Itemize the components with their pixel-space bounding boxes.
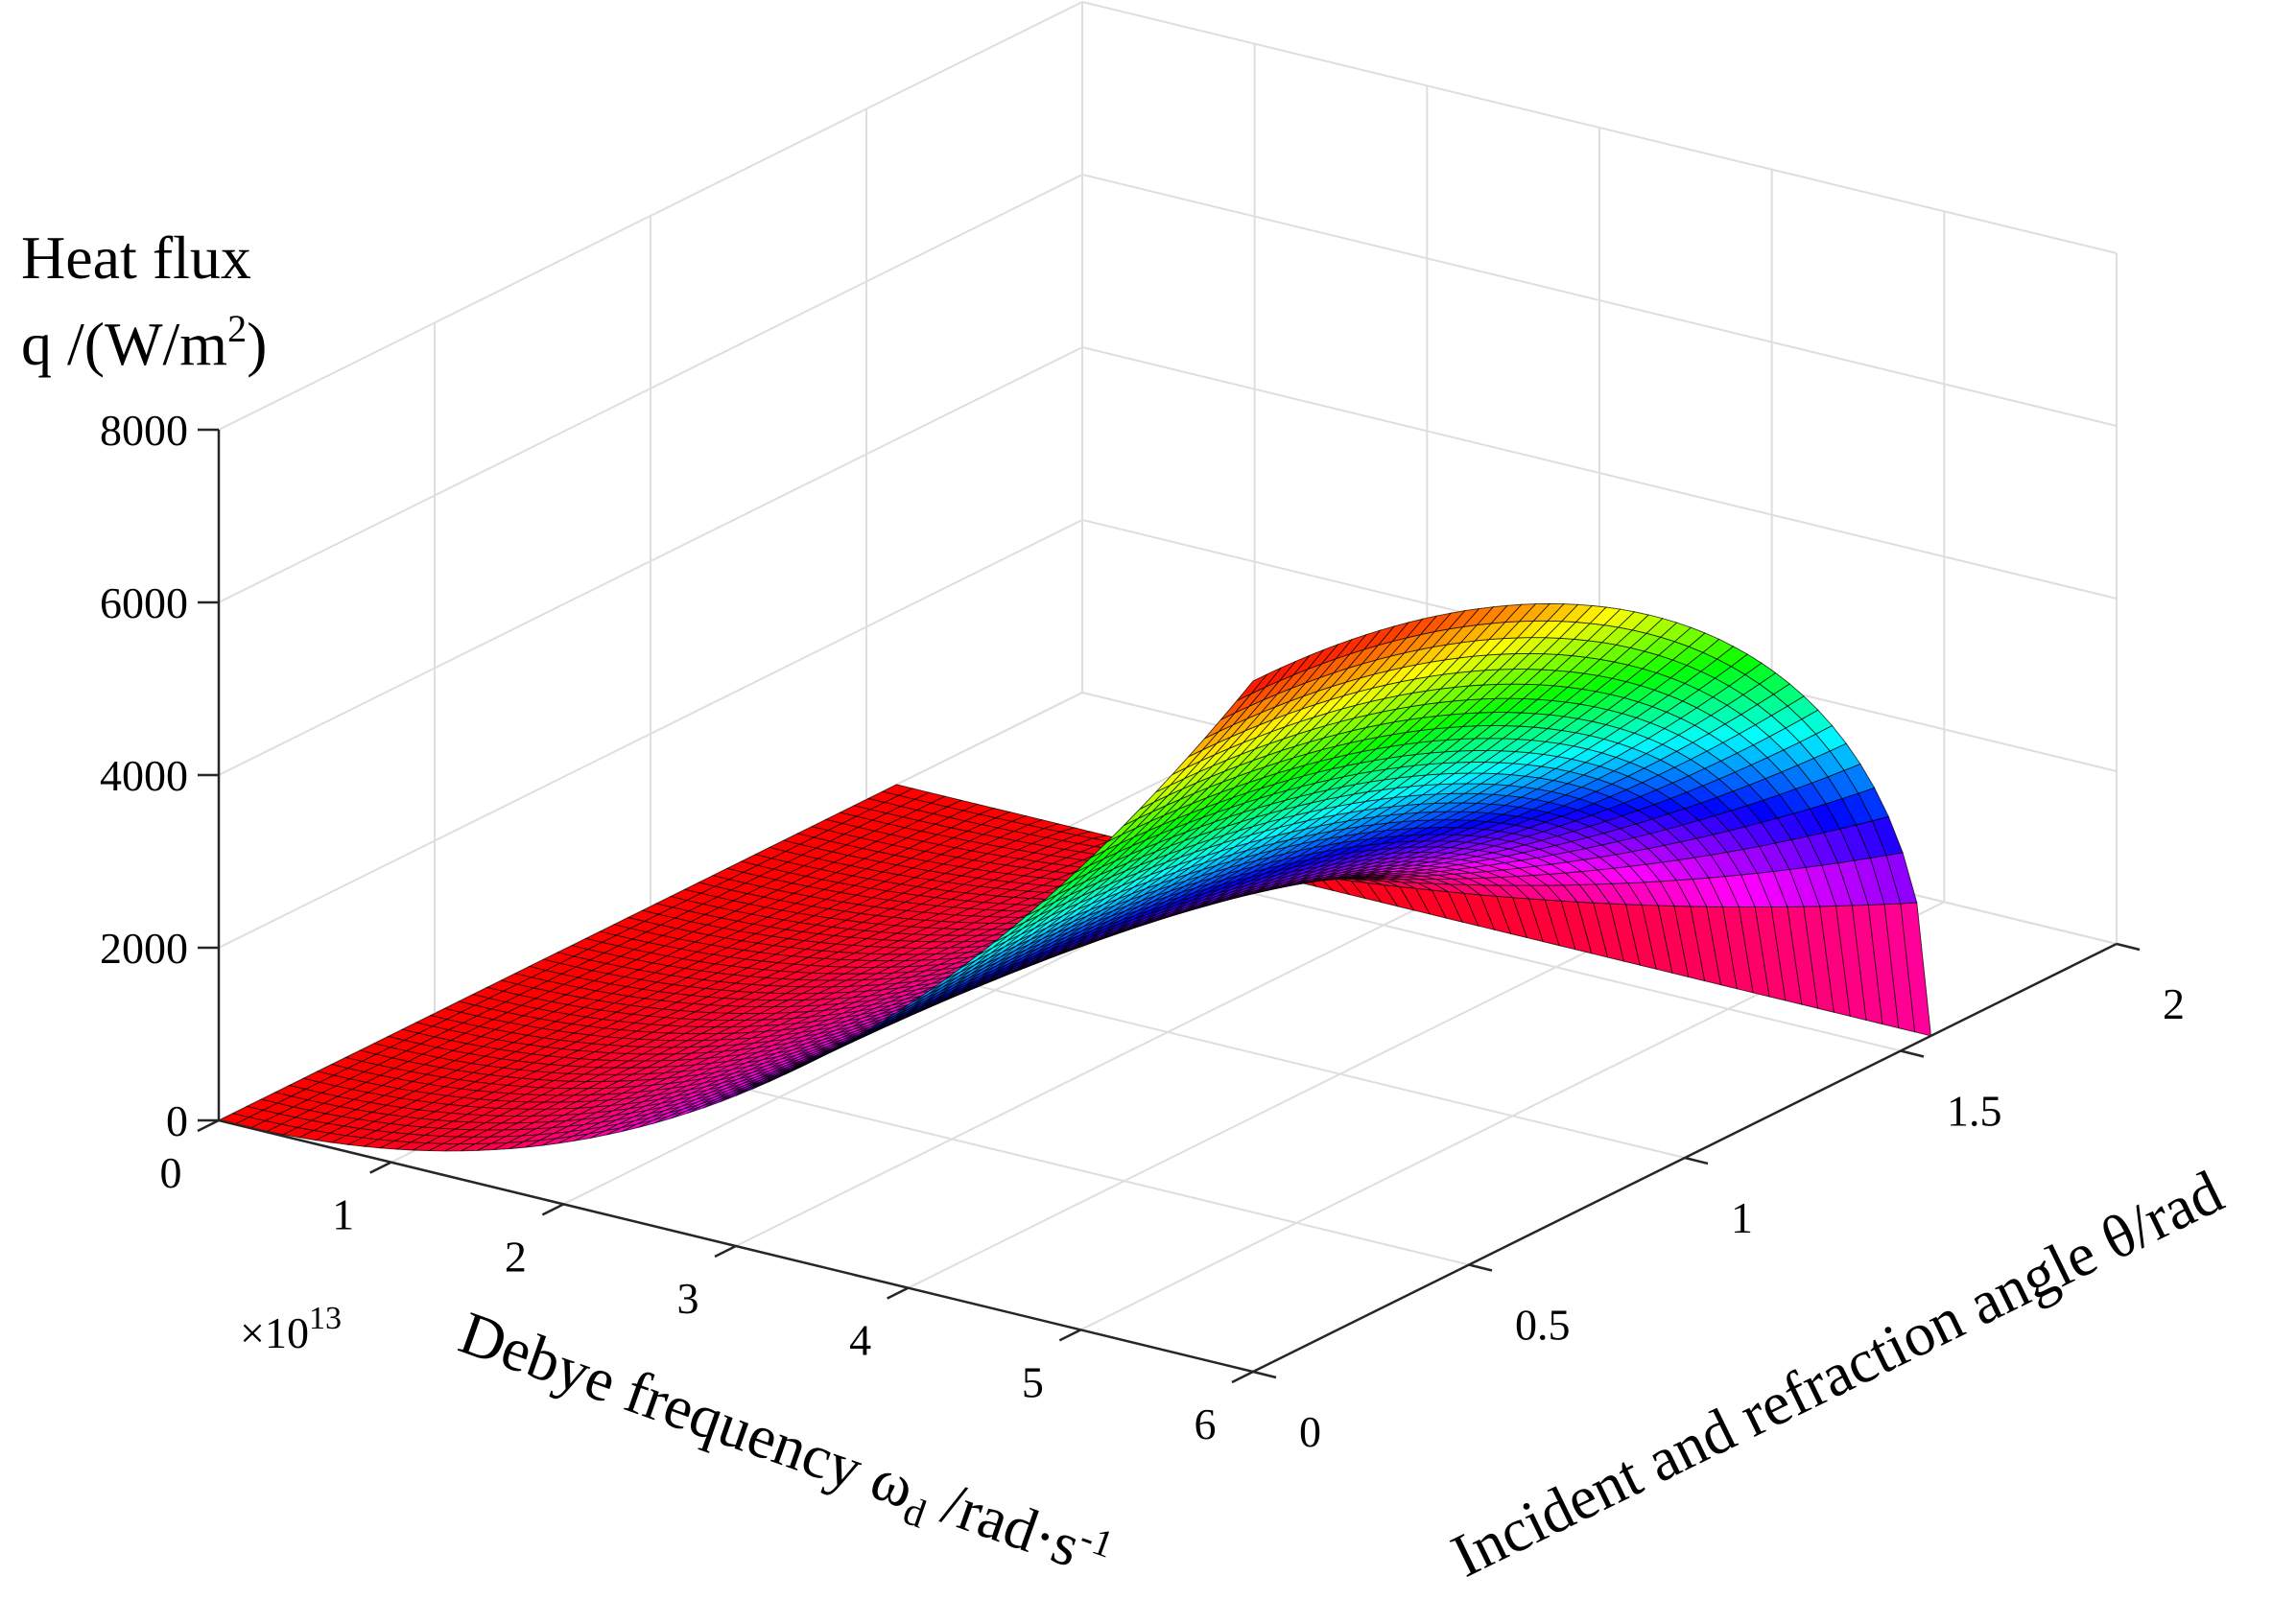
x-tick-label: 6 [1195,1400,1217,1448]
y-tick-mark [1684,1156,1709,1165]
x-tick-label: 4 [849,1316,871,1365]
x-axis-multiplier: ×1013 [240,1301,342,1357]
x-axis-label: Debye frequency ωd /rad·s-1 [448,1297,1120,1595]
x-tick-label: 0 [160,1148,182,1197]
x-tick-mark [197,1118,220,1133]
grid-line-sidewall-z-4 [218,1,1083,431]
x-tick-mark [541,1203,564,1216]
back-grid [218,1,2118,1373]
axes: 0 2000 4000 6000 8000 0 1 2 3 4 5 6 0 0.5 1 1.5 2 [100,406,2185,1456]
y-tick-label: 0 [1299,1407,1321,1456]
y-tick-label: 1 [1731,1193,1753,1242]
grid-line-sidewall-z-3 [218,174,1083,603]
x-tick-mark [1231,1370,1254,1384]
x-tick-mark [369,1161,392,1174]
y-tick-mark [1900,1049,1925,1058]
z-tick-label: 6000 [100,578,188,627]
y-tick-label: 0.5 [1515,1301,1571,1350]
z-tick-label: 8000 [100,406,188,455]
z-axis-label-line1: Heat flux [21,224,251,292]
x-tick-mark [1058,1329,1081,1342]
z-tick-label: 2000 [100,924,188,973]
x-tick-label: 2 [505,1232,527,1281]
x-tick-mark [887,1286,910,1300]
grid-line-sidewall-z-2 [218,346,1083,776]
y-tick-label: 1.5 [1947,1087,2002,1136]
y-tick-mark [1252,1370,1277,1379]
grid-line-backwall-z-2 [1081,346,2118,600]
y-tick-mark [2116,942,2141,952]
y-tick-label: 2 [2163,979,2185,1028]
grid-line-backwall-z-3 [1081,174,2118,427]
surface [217,602,1932,1152]
z-tick-label: 0 [166,1096,188,1145]
x-tick-mark [714,1244,737,1259]
grid-line-backwall-z-4 [1081,1,2118,254]
z-axis-label-line2: q /(W/m2) [21,307,267,378]
z-tick-label: 4000 [100,751,188,800]
x-tick-label: 1 [332,1190,354,1239]
y-tick-mark [1468,1263,1493,1272]
y-axis-label: Incident and refraction angle θ/rad [1441,1157,2233,1589]
grid-line-sidewall-z-1 [218,519,1083,949]
surface-patch [1236,673,1268,701]
x-tick-label: 5 [1022,1357,1044,1406]
x-tick-label: 3 [677,1274,699,1323]
